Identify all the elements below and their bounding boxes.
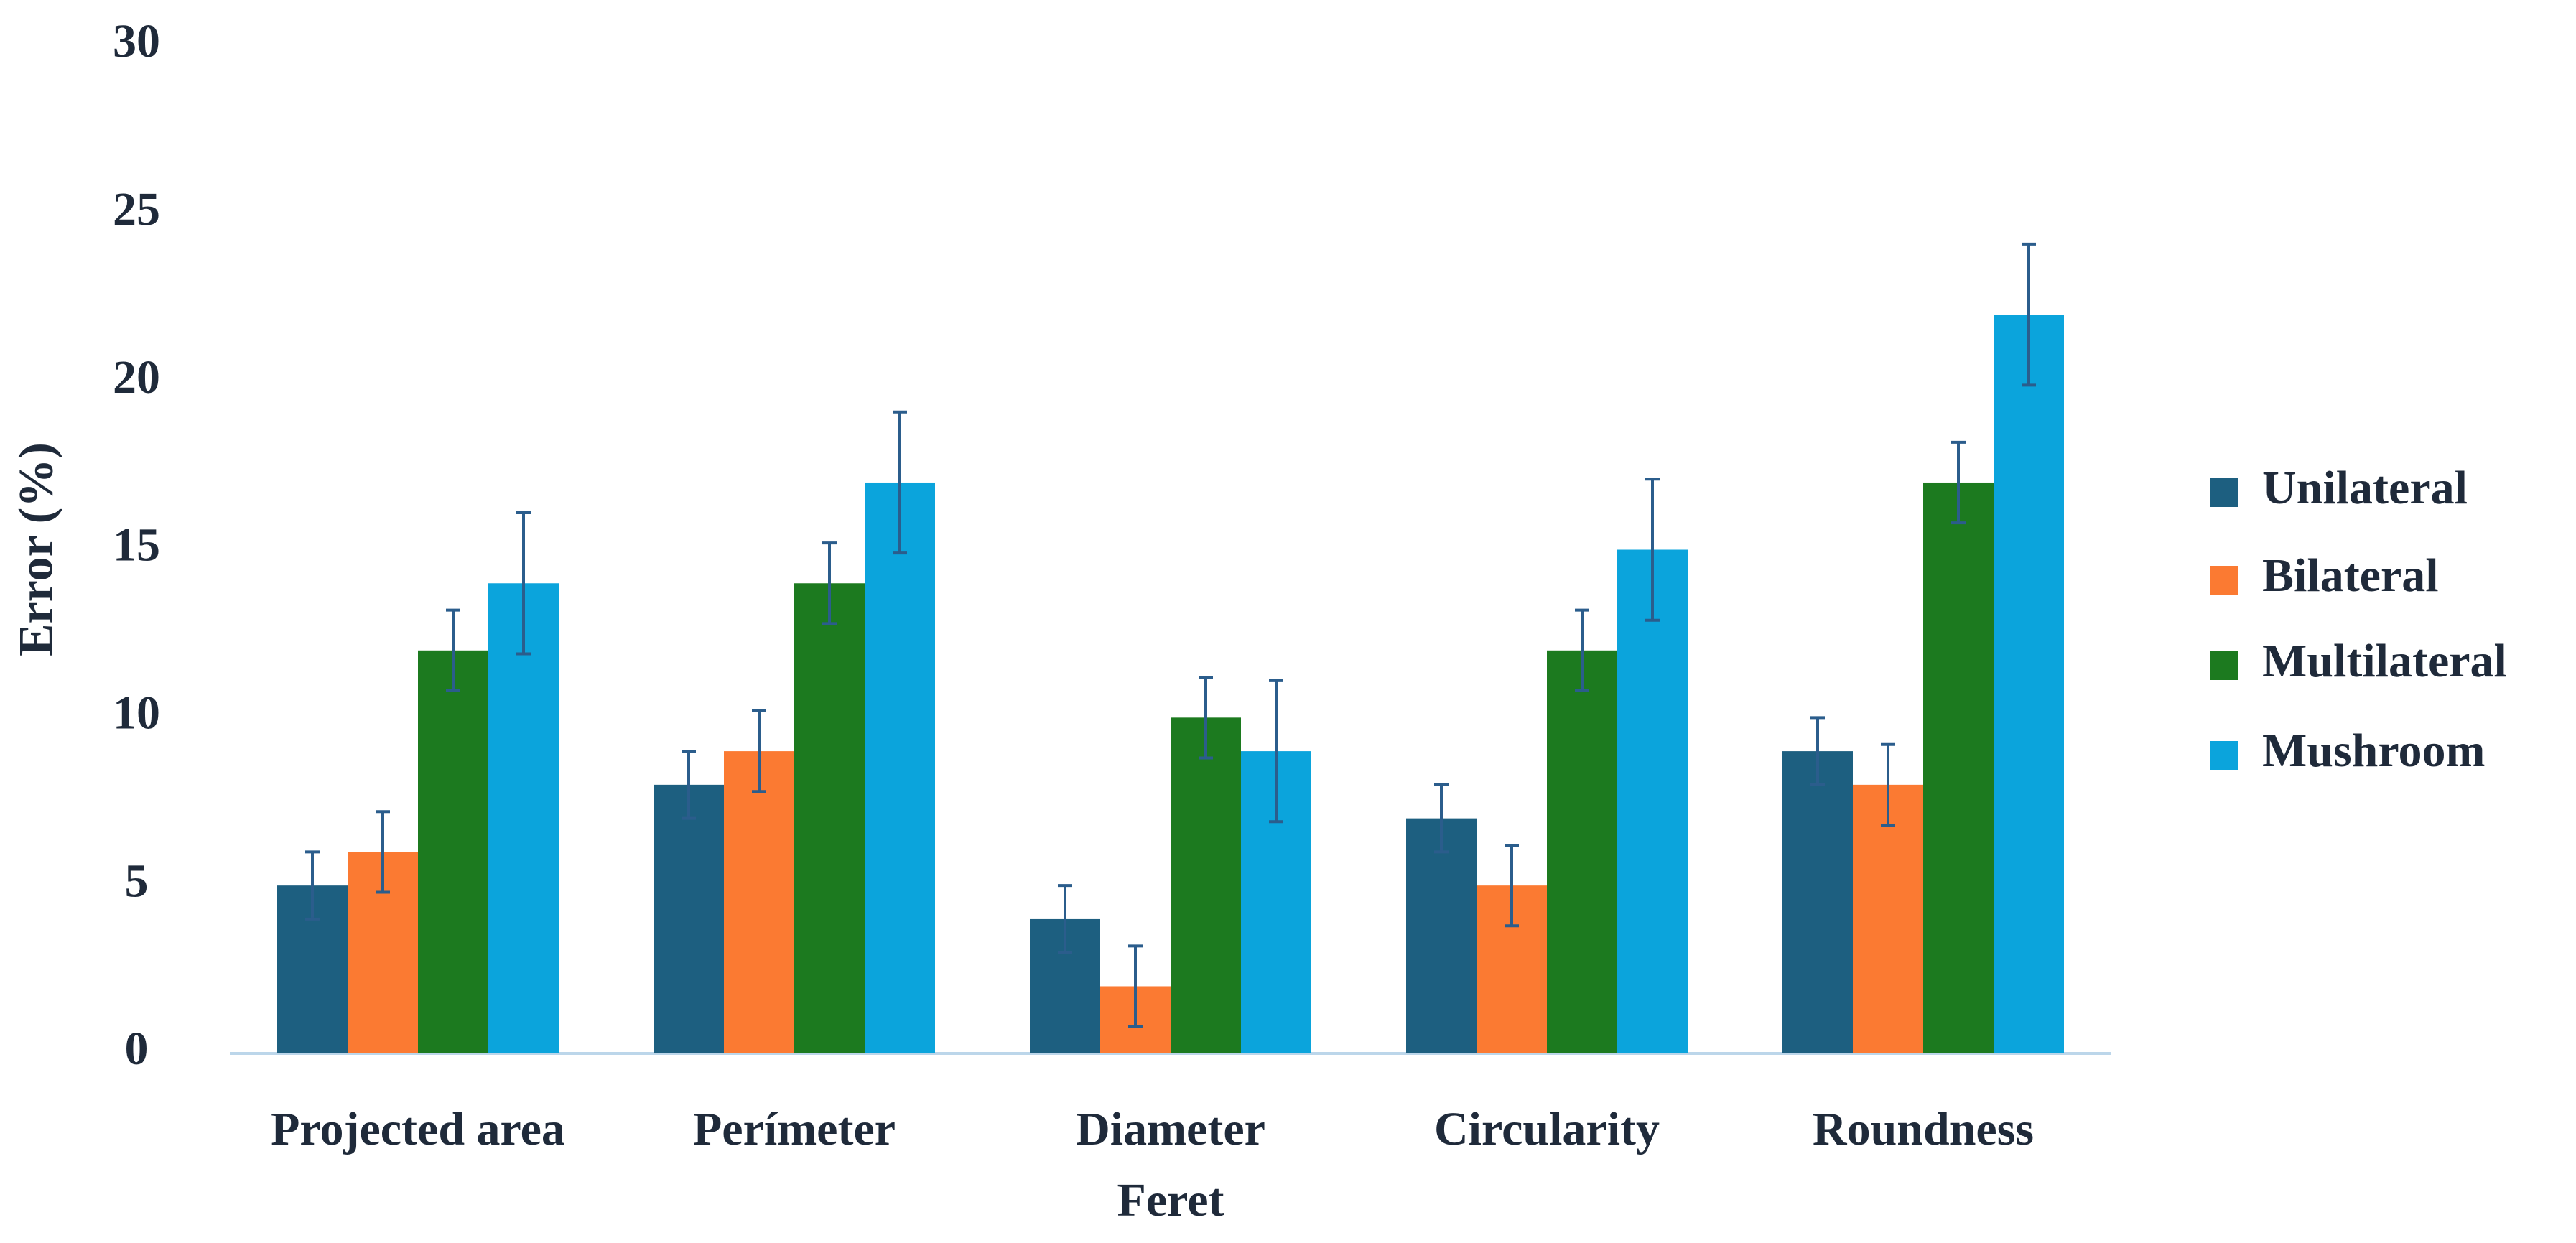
x-tick-label: Projected area bbox=[271, 1103, 565, 1155]
error-bar bbox=[1645, 478, 1660, 622]
error-bar bbox=[682, 750, 696, 820]
y-tick-label: 25 bbox=[113, 183, 160, 236]
y-tick-label: 5 bbox=[125, 855, 149, 907]
error-bar bbox=[893, 410, 907, 555]
legend-label: Multilateral bbox=[2262, 635, 2507, 687]
error-bar bbox=[1128, 944, 1143, 1028]
legend-label: Bilateral bbox=[2262, 549, 2439, 602]
bar bbox=[1617, 549, 1688, 1053]
x-tick-label: Circularity bbox=[1434, 1103, 1660, 1155]
legend-swatch bbox=[2210, 651, 2238, 680]
error-bar bbox=[305, 850, 320, 921]
error-bar bbox=[1881, 742, 1895, 827]
error-bar bbox=[1434, 783, 1449, 854]
legend-swatch bbox=[2210, 566, 2238, 595]
y-tick-label: 10 bbox=[113, 686, 160, 739]
bar bbox=[1782, 751, 1853, 1053]
y-tick-label: 15 bbox=[113, 519, 160, 572]
bar bbox=[418, 650, 488, 1053]
y-tick-label: 30 bbox=[113, 15, 160, 67]
error-bar bbox=[2022, 242, 2036, 387]
y-tick-label: 0 bbox=[125, 1023, 149, 1075]
y-tick-label: 20 bbox=[113, 351, 160, 404]
y-axis-title: Error (%) bbox=[9, 442, 63, 656]
error-bar bbox=[1058, 884, 1072, 954]
error-bar bbox=[516, 511, 531, 656]
error-bar bbox=[376, 810, 390, 894]
bar bbox=[1171, 717, 1241, 1053]
legend-swatch bbox=[2210, 478, 2238, 507]
bar bbox=[488, 583, 559, 1053]
error-bar bbox=[1269, 679, 1283, 824]
legend-label: Mushroom bbox=[2262, 725, 2485, 777]
bar bbox=[865, 482, 935, 1053]
error-bar bbox=[1505, 844, 1519, 928]
error-bar bbox=[1199, 676, 1213, 760]
bar bbox=[1994, 315, 2064, 1054]
error-bar bbox=[446, 608, 460, 692]
bar bbox=[1853, 784, 1923, 1053]
bar bbox=[794, 583, 865, 1053]
bar bbox=[724, 751, 794, 1053]
error-bar bbox=[1575, 608, 1589, 692]
error-bar bbox=[1951, 440, 1966, 525]
x-tick-label: Diameter Feret bbox=[1076, 1103, 1265, 1226]
bar bbox=[1547, 650, 1617, 1053]
legend-label: Unilateral bbox=[2262, 462, 2468, 514]
error-bar bbox=[1810, 716, 1825, 786]
x-tick-label: Perímeter bbox=[693, 1103, 896, 1155]
bar bbox=[1406, 818, 1477, 1053]
bar bbox=[1923, 482, 1994, 1053]
x-tick-label: Roundness bbox=[1813, 1103, 2034, 1155]
error-bar bbox=[752, 709, 766, 793]
legend-swatch bbox=[2210, 741, 2238, 770]
bar bbox=[654, 784, 724, 1053]
error-bar bbox=[822, 541, 837, 625]
